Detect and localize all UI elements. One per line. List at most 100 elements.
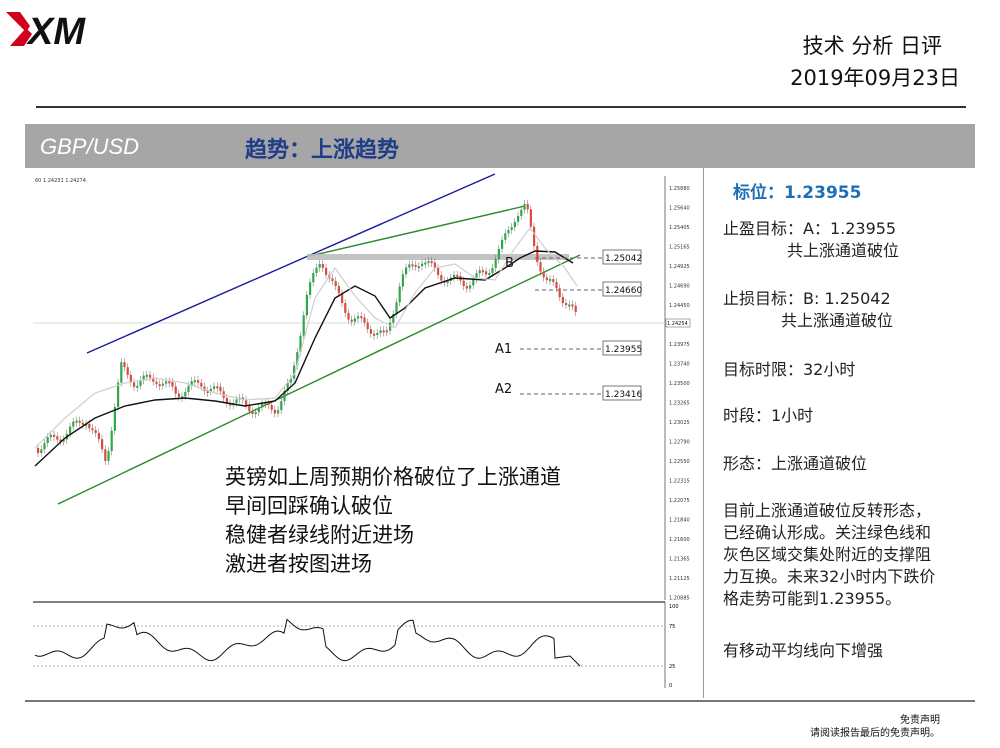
- candle: [257, 407, 260, 413]
- candle: [270, 404, 273, 410]
- candle: [555, 281, 558, 289]
- candle: [81, 422, 84, 425]
- candle: [341, 293, 344, 304]
- candle: [334, 281, 337, 287]
- candle: [344, 303, 347, 313]
- candle: [289, 378, 292, 383]
- candle: [501, 239, 504, 249]
- candle: [104, 449, 107, 461]
- commentary-line: 灰色区域交集处附近的支撑阻: [723, 545, 932, 564]
- candle: [357, 316, 360, 319]
- candle: [113, 407, 116, 431]
- candle: [117, 382, 120, 408]
- candle: [401, 274, 404, 287]
- candle: [565, 303, 568, 306]
- stop-loss: 止损目标：B: 1.25042 共上涨通道破位: [723, 288, 893, 332]
- lower-channel-line: [57, 254, 581, 505]
- annotation-line: 激进者按图进场: [225, 552, 372, 576]
- candle: [216, 386, 219, 389]
- price-tick-label: 1.24690: [669, 284, 690, 290]
- candle: [209, 388, 212, 392]
- logo-text: XM: [26, 11, 86, 50]
- level-mid-value: 1.24660: [605, 286, 642, 296]
- candle: [37, 448, 40, 453]
- annotation-line: 稳健者绿线附近进场: [225, 523, 414, 547]
- candle: [475, 273, 478, 280]
- candle: [219, 386, 222, 392]
- candle: [552, 279, 555, 282]
- osc-75: 75: [669, 624, 675, 630]
- candle: [152, 377, 155, 382]
- candle: [136, 385, 139, 388]
- candle: [517, 216, 520, 222]
- level-b-name: B: [505, 256, 514, 271]
- candle: [286, 382, 289, 391]
- candle: [75, 420, 78, 423]
- candle: [465, 286, 468, 289]
- candle: [520, 209, 523, 217]
- candle: [149, 374, 152, 378]
- candle: [309, 282, 312, 295]
- xm-logo: XM: [6, 11, 86, 50]
- ma-note: 有移动平均线向下增强: [723, 641, 884, 660]
- candle: [142, 375, 145, 381]
- candle: [526, 203, 529, 210]
- price-tick-label: 1.23025: [669, 420, 690, 426]
- price-axis: 1.25880 1.25640 1.25405 1.25165 1.24925 1.246…: [669, 186, 690, 602]
- pattern: 形态：上涨通道破位: [723, 454, 868, 473]
- level-a1-value: 1.23955: [605, 345, 642, 355]
- candle: [273, 409, 276, 414]
- candle: [456, 274, 459, 277]
- banner: [25, 124, 975, 168]
- candle: [571, 304, 574, 307]
- candle: [392, 314, 395, 323]
- candle: [72, 421, 75, 427]
- commentary: 目前上涨通道破位反转形态， 已经确认形成。关注绿色线和 灰色区域交集处附近的支撑…: [723, 500, 935, 610]
- price-tick-label: 1.23740: [669, 362, 690, 368]
- candle: [190, 381, 193, 386]
- candle: [408, 264, 411, 268]
- candle: [478, 270, 481, 274]
- upper-blue-line: [86, 173, 496, 354]
- candle: [123, 362, 126, 368]
- header-divider: [36, 106, 966, 108]
- candle: [353, 318, 356, 322]
- candle: [46, 437, 49, 443]
- price-tick-label: 1.22315: [669, 479, 690, 485]
- candle: [85, 423, 88, 426]
- candle: [299, 335, 302, 353]
- candle: [129, 375, 132, 383]
- candle: [529, 209, 532, 227]
- candle: [56, 436, 59, 440]
- candle: [293, 365, 296, 379]
- candle: [369, 329, 372, 334]
- candle: [497, 248, 500, 260]
- candle: [245, 399, 248, 406]
- candle: [91, 428, 94, 431]
- candle: [53, 434, 56, 437]
- price-tick-label: 1.25880: [669, 186, 690, 192]
- candle: [417, 266, 420, 269]
- resistance-zone: [307, 254, 569, 260]
- candle: [453, 274, 456, 278]
- candle: [203, 386, 206, 391]
- candle: [533, 226, 536, 246]
- candle: [229, 403, 232, 406]
- disclaimer: 免责声明 请阅读报告最后的免责声明。: [810, 714, 940, 740]
- candle: [424, 262, 427, 265]
- commentary-line: 已经确认形成。关注绿色线和: [723, 523, 932, 542]
- candle: [510, 227, 513, 230]
- candle: [558, 288, 561, 298]
- price-tick-label: 1.22075: [669, 498, 690, 504]
- candle: [59, 439, 62, 442]
- candle: [94, 430, 97, 433]
- tp-note: 共上涨通道破位: [787, 241, 900, 260]
- candle: [366, 322, 369, 330]
- pivot-value: 1.23955: [784, 183, 862, 203]
- sl-note: 共上涨通道破位: [781, 311, 894, 330]
- candle: [421, 263, 424, 267]
- candle: [398, 286, 401, 303]
- candle: [382, 330, 385, 333]
- report-date: 2019年09月23日: [790, 66, 960, 90]
- candle: [504, 233, 507, 240]
